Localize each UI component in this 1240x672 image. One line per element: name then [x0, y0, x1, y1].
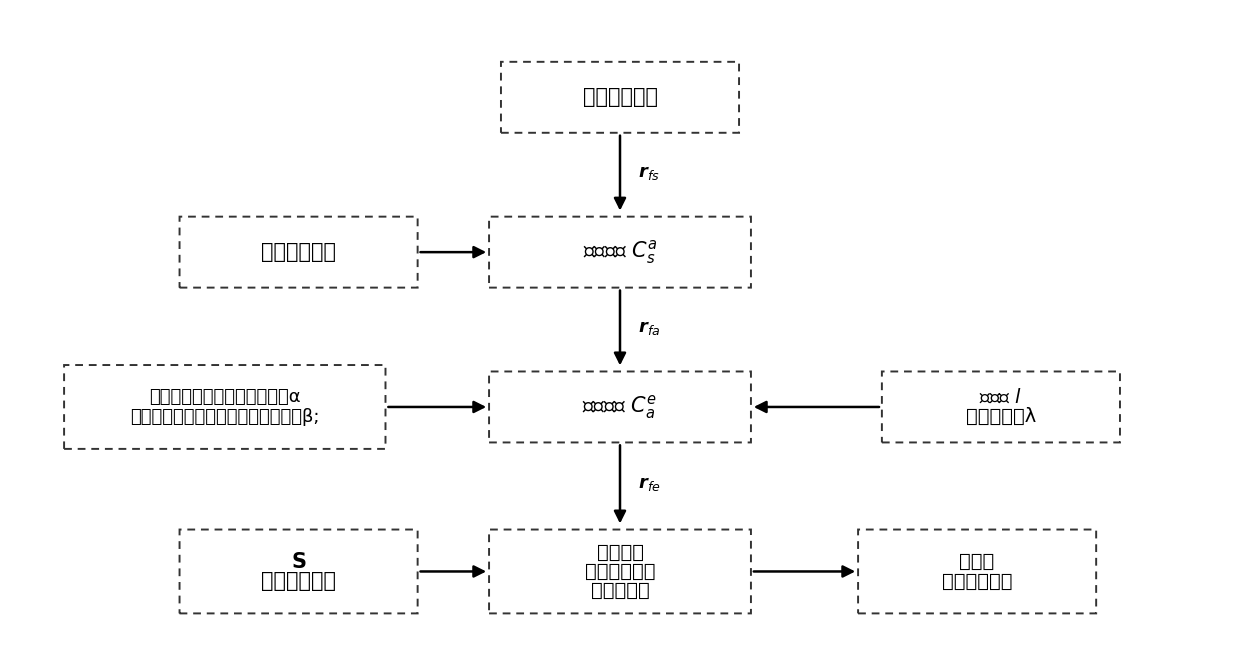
- FancyBboxPatch shape: [489, 530, 751, 614]
- Text: 转换矩阵 $C_a^e$: 转换矩阵 $C_a^e$: [583, 393, 657, 421]
- Text: 卫星位置矢量: 卫星位置矢量: [262, 571, 336, 591]
- FancyBboxPatch shape: [180, 530, 418, 614]
- Text: 程、波束指向: 程、波束指向: [585, 562, 655, 581]
- FancyBboxPatch shape: [489, 372, 751, 442]
- Text: 卫星的经度λ: 卫星的经度λ: [966, 407, 1037, 426]
- Text: 波束与地球交: 波束与地球交: [942, 572, 1012, 591]
- FancyBboxPatch shape: [501, 62, 739, 133]
- Text: 卫星所在子午面和瞬时轨道面的夹角β;: 卫星所在子午面和瞬时轨道面的夹角β;: [130, 408, 320, 425]
- Text: 卫星姿态信息: 卫星姿态信息: [262, 242, 336, 262]
- FancyBboxPatch shape: [180, 216, 418, 288]
- Text: $\boldsymbol{r}_{fs}$: $\boldsymbol{r}_{fs}$: [637, 165, 660, 182]
- Text: 点坐标: 点坐标: [960, 552, 994, 571]
- Text: 波束方向矢量: 波束方向矢量: [583, 87, 657, 108]
- Text: 卫星运动方向与水平面的夹角α: 卫星运动方向与水平面的夹角α: [149, 388, 300, 407]
- Text: 、纬度 $l$: 、纬度 $l$: [980, 388, 1023, 407]
- Text: 方程求解: 方程求解: [596, 542, 644, 562]
- FancyBboxPatch shape: [858, 530, 1096, 614]
- FancyBboxPatch shape: [489, 216, 751, 288]
- FancyBboxPatch shape: [64, 365, 386, 449]
- FancyBboxPatch shape: [882, 372, 1120, 442]
- Text: 姿态矩阵 $C_s^a$: 姿态矩阵 $C_s^a$: [583, 238, 657, 266]
- Text: $\mathbf{S}$: $\mathbf{S}$: [291, 552, 306, 572]
- Text: 地球椭球方: 地球椭球方: [590, 581, 650, 600]
- Text: $\boldsymbol{r}_{fe}$: $\boldsymbol{r}_{fe}$: [637, 475, 661, 493]
- Text: $\boldsymbol{r}_{fa}$: $\boldsymbol{r}_{fa}$: [637, 319, 660, 337]
